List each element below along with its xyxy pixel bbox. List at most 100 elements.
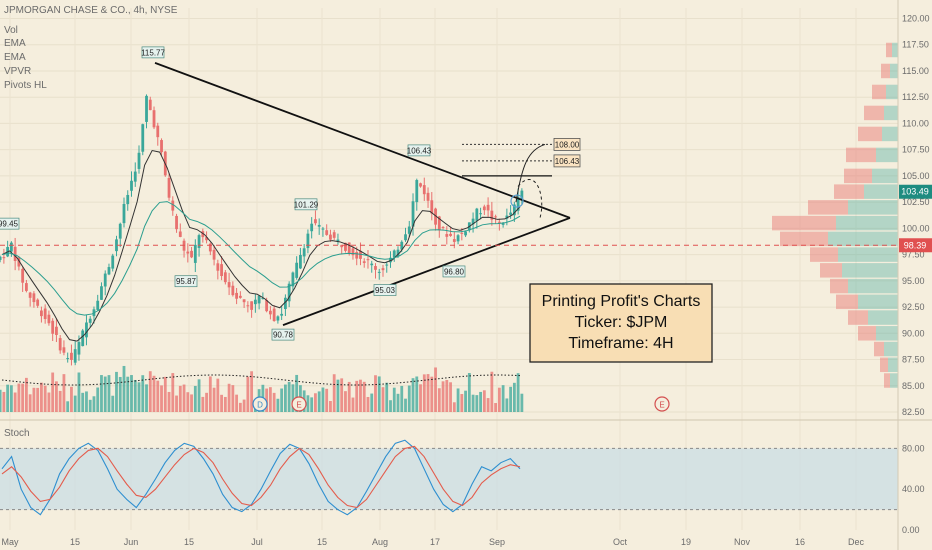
volume-bar [426, 374, 430, 412]
projection-up-arrow [515, 143, 546, 203]
volume-bar [437, 388, 441, 412]
volume-bar [370, 393, 374, 412]
volume-bar [178, 385, 182, 412]
candle-body [246, 305, 250, 307]
candle-body [145, 95, 148, 122]
trendline-drawings: 108.00 106.43 [0, 62, 898, 326]
volume-bar [2, 391, 6, 412]
candle-body [197, 235, 201, 248]
volume-bar [227, 383, 231, 412]
volume-bar [175, 395, 178, 412]
volume-bar [291, 384, 295, 412]
time-tick-label: 19 [681, 537, 691, 547]
candle-body [205, 237, 208, 241]
stoch-tick-label: 0.00 [902, 525, 920, 535]
candle-body [9, 242, 13, 252]
volume-bar [88, 399, 92, 412]
candle-body [43, 308, 47, 320]
candle-body [152, 110, 156, 128]
candle-body [73, 349, 77, 363]
target-label-box [553, 138, 581, 151]
volume-bar [415, 376, 419, 412]
volume-bar [381, 387, 385, 412]
candle-body [321, 228, 325, 230]
volume-profile-bear [880, 357, 888, 373]
candle-body [122, 203, 126, 224]
target-label: 106.43 [555, 157, 580, 166]
stoch-tick-label: 80.00 [902, 443, 925, 453]
volume-bar [81, 392, 85, 412]
volume-bar [163, 376, 167, 412]
candle-body [449, 233, 452, 236]
volume-bar [66, 401, 70, 412]
volume-profile-bull [882, 126, 898, 142]
volume-bar [246, 376, 250, 412]
candle-body [0, 256, 2, 260]
volume-profile-bear [858, 126, 882, 142]
volume-profile-bull [888, 357, 898, 373]
volume-profile-bull [872, 168, 898, 184]
volume-profile-bear [844, 168, 872, 184]
candle-body [482, 206, 486, 211]
pivot-label: 95.03 [375, 286, 396, 295]
event-marker-circle [654, 396, 670, 412]
candle-body [512, 204, 516, 216]
candle-body [55, 326, 58, 335]
volume-bar [137, 382, 141, 412]
volume-profile-bear [858, 326, 876, 341]
indicator-ema-2[interactable]: EMA [4, 52, 26, 63]
symbol-title[interactable]: JPMORGAN CHASE & CO., 4h, NYSE [4, 5, 178, 16]
volume-bar [351, 397, 355, 412]
indicator-pivots[interactable]: Pivots HL [4, 80, 47, 91]
stoch-title[interactable]: Stoch [4, 428, 30, 439]
pivot-label: 96.80 [444, 267, 465, 276]
volume-profile-bear [872, 84, 886, 100]
price-tick-label: 95.00 [902, 276, 925, 286]
price-tick-label: 90.00 [902, 328, 925, 338]
price-tick-label: 102.50 [902, 197, 930, 207]
triangle-lower-line [282, 217, 571, 326]
volume-bar [100, 375, 103, 412]
candle-body [115, 239, 118, 252]
candle-body [359, 250, 362, 259]
volume-bar [156, 380, 160, 412]
candle-body [419, 183, 422, 187]
candle-body [497, 221, 501, 223]
time-tick-label: Sep [489, 537, 505, 547]
time-tick-label: 17 [430, 537, 440, 547]
candle-body [475, 208, 479, 221]
volume-bar [280, 388, 284, 412]
volume-bar [55, 381, 58, 412]
annotation-line-3: Timeframe: 4H [568, 335, 673, 352]
price-tick-label: 120.00 [902, 13, 930, 23]
candle-body [62, 347, 66, 353]
indicator-ema-1[interactable]: EMA [4, 38, 26, 49]
volume-bar [43, 385, 47, 412]
candle-body [88, 318, 92, 323]
volume-profile-bear [772, 215, 836, 231]
volume-profile-bull [876, 147, 898, 163]
price-tick-label: 82.50 [902, 407, 925, 417]
candle-body [479, 213, 482, 215]
volume-bar [486, 398, 490, 412]
volume-bar [6, 384, 10, 412]
candle-body [100, 286, 103, 300]
volume-bar [494, 403, 498, 412]
volume-profile-bull [884, 105, 898, 121]
indicator-vol[interactable]: Vol [4, 25, 18, 36]
indicator-vpvr[interactable]: VPVR [4, 66, 31, 77]
volume-profile-bull [836, 215, 898, 231]
candle-body [287, 283, 291, 302]
candle-body [13, 246, 17, 261]
volume-bar [283, 384, 287, 412]
volume-profile-bull [892, 42, 898, 58]
volume-bar [490, 371, 494, 412]
volume-profile-bull [838, 247, 898, 262]
candle-body [422, 185, 426, 195]
event-marker-circle [252, 396, 268, 412]
candle-body [111, 255, 115, 269]
annotation-box: Printing Profit's Charts Ticker: $JPM Ti… [529, 283, 713, 363]
volume-bar [133, 379, 137, 412]
event-marker-circle [291, 396, 307, 412]
